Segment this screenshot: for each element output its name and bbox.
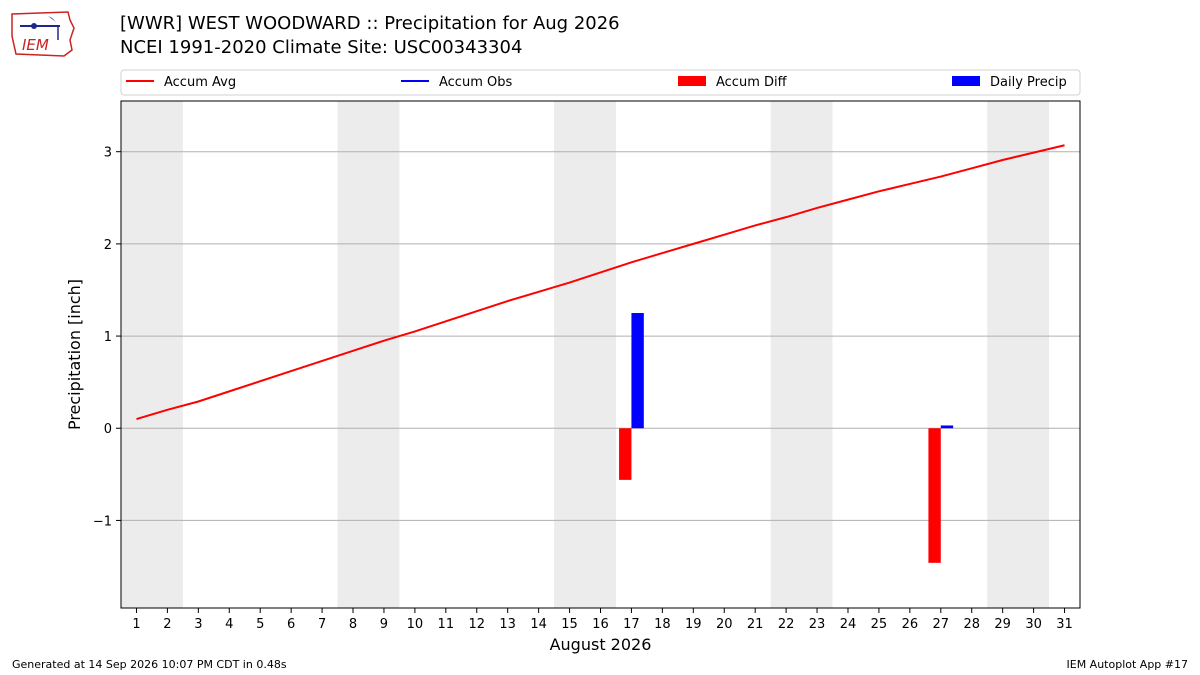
y-tick-label: 2 [104,238,112,253]
x-tick-label: 5 [256,617,264,632]
accum-avg-line [136,144,1065,420]
lines [136,144,1065,420]
logo-text: IEM [22,36,49,54]
x-tick-label: 29 [994,617,1011,632]
weekend-band-1 [121,101,183,608]
y-tick-label: −1 [93,514,112,529]
x-tick-label: 25 [871,617,888,632]
x-tick-label: 9 [380,617,388,632]
generated-timestamp: Generated at 14 Sep 2026 10:07 PM CDT in… [12,658,287,671]
y-tick-label: 1 [104,330,112,345]
title-line-1: [WWR] WEST WOODWARD :: Precipitation for… [120,13,620,34]
y-axis-label: Precipitation [inch] [65,279,84,430]
x-tick-label: 22 [778,617,795,632]
x-tick-label: 7 [318,617,326,632]
x-tick-label: 13 [499,617,516,632]
x-tick-label: 10 [407,617,424,632]
x-axis-label: August 2026 [550,635,652,654]
legend-label-accum-avg: Accum Avg [164,75,236,90]
y-tick-label: 3 [104,146,112,161]
legend-label-daily-precip: Daily Precip [990,75,1067,90]
x-tick-label: 21 [747,617,764,632]
legend-swatch-accum-diff [678,76,706,86]
x-tick-label: 17 [623,617,640,632]
weekend-band-2 [337,101,400,608]
x-tick-label: 27 [933,617,950,632]
x-tick-label: 1 [132,617,140,632]
app-credit: IEM Autoplot App #17 [1066,658,1189,671]
x-tick-label: 12 [468,617,485,632]
iem-logo: IEM [8,6,80,58]
legend-label-accum-diff: Accum Diff [716,75,788,90]
title-line-2: NCEI 1991-2020 Climate Site: USC00343304 [120,37,523,58]
x-tick-label: 15 [561,617,578,632]
daily-precip-bar-day-27 [940,425,954,429]
x-tick-label: 4 [225,617,233,632]
x-tick-label: 24 [840,617,857,632]
weekend-band-3 [554,101,616,608]
y-tick-label: 0 [104,422,112,437]
accum-diff-bar-day-17 [619,428,632,480]
daily-precip-bar-day-17 [631,313,644,429]
x-tick-label: 28 [963,617,980,632]
x-tick-label: 14 [530,617,547,632]
x-tick-label: 11 [438,617,455,632]
weekend-shading [121,101,1050,608]
weekend-band-4 [770,101,833,608]
chart-title: [WWR] WEST WOODWARD :: Precipitation for… [120,12,620,60]
x-tick-label: 6 [287,617,295,632]
legend: Accum Avg Accum Obs Accum Diff Daily Precip [120,69,1081,96]
x-tick-label: 26 [902,617,919,632]
x-tick-label: 20 [716,617,733,632]
x-tick-label: 19 [685,617,702,632]
weekend-band-5 [987,101,1050,608]
gridlines [121,151,1080,521]
x-tick-label: 23 [809,617,826,632]
y-axis-ticks: −1 0 1 2 3 [93,146,121,529]
x-tick-label: 18 [654,617,671,632]
x-tick-label: 2 [163,617,171,632]
legend-swatch-daily-precip [952,76,980,86]
x-tick-label: 3 [194,617,202,632]
x-tick-label: 8 [349,617,357,632]
x-tick-label: 30 [1025,617,1042,632]
legend-box [120,69,1081,96]
accum-diff-bar-day-27 [928,428,941,563]
bars [619,313,954,563]
legend-label-accum-obs: Accum Obs [439,75,512,90]
x-tick-label: 16 [592,617,609,632]
x-tick-label: 31 [1056,617,1073,632]
x-axis-ticks: 1 2 3 4 5 6 7 8 9 10 11 12 13 14 15 16 17 18 19 20 21 22 23 24 2… [132,608,1073,632]
